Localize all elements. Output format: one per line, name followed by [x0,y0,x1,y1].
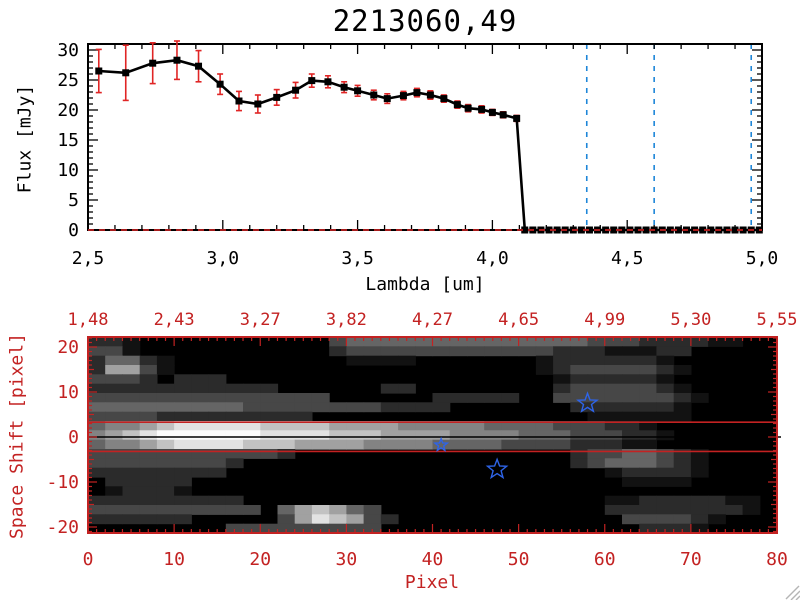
source-star-markers [432,391,599,480]
pixel-tick-label: 30 [336,549,358,570]
wavelength-top-label: 2,43 [154,310,195,330]
pixel-tick-label: 60 [594,549,616,570]
image-tick-labels: 0 10 20 30 40 50 60 70 80 1,48 2,43 3,27 3,82 4,27 4,6… [46,310,797,570]
pixel-tick-label: 20 [249,549,271,570]
pixel-tick-label: 80 [766,549,788,570]
flux-tick-label: 5 [68,190,79,211]
lambda-tick-label: 2,5 [72,248,105,269]
wavelength-top-label: 4,27 [412,310,453,330]
pixel-tick-label: 10 [163,549,185,570]
flux-tick-label: 10 [57,160,79,181]
pixel-tick-label: 70 [680,549,702,570]
lambda-tick-label: 3,0 [207,248,240,269]
wavelength-top-label: 1,48 [68,310,109,330]
image-axes [87,336,778,534]
pixel-tick-label: 0 [83,549,94,570]
wavelength-top-label: 3,27 [240,310,281,330]
wavelength-top-label: 4,65 [498,310,539,330]
wavelength-top-label: 3,82 [326,310,367,330]
star-marker [576,391,599,413]
spectral-image [88,337,777,534]
wavelength-top-label: 5,30 [670,310,711,330]
lambda-tick-label: 4,0 [476,248,509,269]
lambda-tick-label: 4,5 [611,248,644,269]
lambda-tick-label: 3,5 [341,248,374,269]
wavelength-cutoff-lines [585,44,753,230]
chart-title: 2213060,49 [332,4,518,38]
pixel-axis-label: Pixel [404,572,460,593]
lambda-tick-label: 5,0 [746,248,779,269]
spectrum-axes [87,43,763,231]
pixel-tick-label: 50 [508,549,530,570]
space-shift-tick-label: -10 [46,472,79,493]
flux-tick-label: 30 [57,40,79,61]
flux-tick-label: 25 [57,70,79,91]
space-shift-tick-label: -20 [46,517,79,538]
space-shift-tick-label: 0 [68,427,79,448]
flux-tick-label: 20 [57,100,79,121]
space-shift-tick-label: 10 [57,382,79,403]
flux-tick-label: 15 [57,130,79,151]
star-marker [432,436,450,453]
spectrum-tick-labels: 2,5 3,0 3,5 4,0 4,5 5,0 0 5 10 15 20 25 30 [57,40,778,269]
pixel-tick-label: 40 [422,549,444,570]
space-shift-tick-label: 20 [57,337,79,358]
flux-tick-label: 0 [68,220,79,241]
wavelength-top-label: 4,99 [584,310,625,330]
lambda-axis-label: Lambda [um] [365,274,485,295]
aperture-boundary-lines [88,421,777,453]
star-marker [485,457,509,480]
wavelength-top-label: 5,55 [757,310,798,330]
